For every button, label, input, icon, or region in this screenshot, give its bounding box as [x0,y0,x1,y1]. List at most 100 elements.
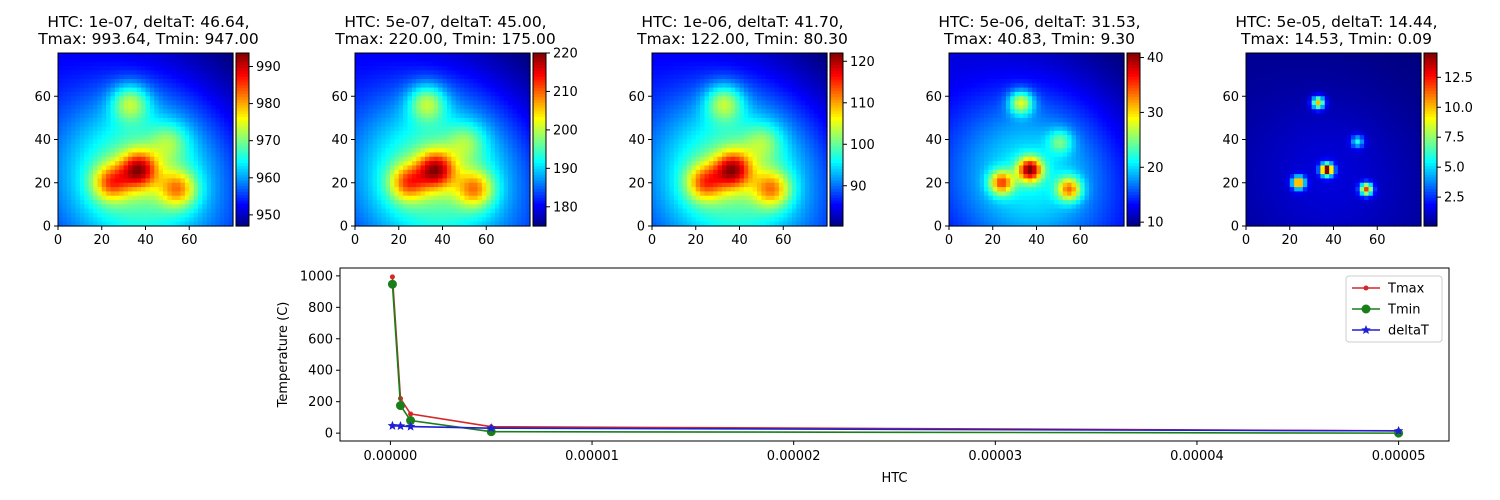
heatmap-cell [481,78,487,84]
heatmap-cell [455,178,461,184]
heatmap-cell [451,117,457,123]
heatmap-cell [726,165,732,171]
heatmap-cell [215,174,221,180]
heatmap-cell [385,156,391,162]
heatmap-cell [735,122,741,128]
heatmap-cell [58,109,63,115]
heatmap-cell [503,70,509,76]
heatmap-cell [800,139,806,145]
heatmap-cell [809,104,815,110]
heatmap-cell [228,83,234,89]
heatmap-cell [136,53,142,58]
heatmap-cell [778,113,784,119]
colorbar-segment [236,93,249,97]
heatmap-cell [687,96,692,102]
heatmap-cell [416,161,422,167]
heatmap-cell [363,191,369,197]
heatmap-cell [761,152,767,158]
heatmap-cell [368,104,374,110]
heatmap-cell [748,87,754,93]
heatmap-cell [669,161,675,167]
heatmap-cell [691,104,697,110]
heatmap-cell [673,204,679,210]
heatmap-cell [58,208,63,214]
colorbar-segment [236,162,249,167]
heatmap-cell [805,217,811,223]
heatmap-cell [809,78,815,84]
heatmap-cell [743,83,749,89]
heatmap-cell [516,122,522,128]
heatmap-cell [700,139,706,145]
heatmap-cell [735,174,741,180]
heatmap-cell [460,65,465,71]
heatmap-cell [416,57,422,63]
heatmap-cell [416,61,422,67]
heatmap-cell [58,100,63,106]
heatmap-cell [460,104,465,110]
heatmap-cell [516,208,522,214]
heatmap-cell [665,169,671,175]
heatmap-cell [490,104,496,110]
heatmap-cell [398,182,404,188]
heatmap-cell [464,74,470,80]
heatmap-cell [761,113,767,119]
heatmap-cell [425,104,430,110]
heatmap-cell [429,143,435,149]
heatmap-cell [660,74,666,80]
heatmap-cell [695,182,701,188]
heatmap-cell [97,70,103,76]
heatmap-cell [355,165,360,171]
heatmap-cell [503,100,509,106]
heatmap-cell [682,100,688,106]
heatmap-cell [503,130,509,136]
heatmap-cell [748,217,754,223]
heatmap-cell [101,122,107,128]
heatmap-cell [765,152,771,158]
heatmap-cell [717,74,723,80]
heatmap-cell [58,143,63,149]
heatmap-cell [163,61,168,67]
heatmap-cell [438,113,444,119]
heatmap-cell [700,65,706,71]
heatmap-cell [385,130,391,136]
heatmap-cell [438,174,444,180]
heatmap-cell [219,204,225,210]
heatmap-cell [215,126,221,132]
heatmap-cell [473,65,479,71]
heatmap-cell [678,152,684,158]
heatmap-cell [726,182,732,188]
heatmap-cell [442,65,448,71]
heatmap-cell [416,148,422,154]
heatmap-cell [119,91,125,97]
colorbar-segment [236,171,249,175]
heatmap-cell [477,152,483,158]
heatmap-cell [708,70,714,76]
heatmap-cell [106,53,112,58]
heatmap-cell [783,53,789,58]
heatmap-cell [451,87,457,93]
heatmap-cell [58,217,63,223]
heatmap-cell [521,78,527,84]
heatmap-cell [486,83,492,89]
heatmap-cell [695,70,701,76]
heatmap-cell [202,83,208,89]
heatmap-cell [425,208,430,214]
heatmap-cell [219,104,225,110]
heatmap-cell [403,187,409,192]
heatmap-cell [442,78,448,84]
heatmap-cell [372,191,378,197]
heatmap-cell [376,187,382,192]
heatmap-cell [355,195,360,201]
colorbar-segment [533,64,546,69]
heatmap-cell [787,126,793,132]
heatmap-cell [748,161,754,167]
heatmap-cell [101,217,107,223]
colorbar-segment [533,179,546,184]
heatmap-cell [219,187,225,192]
heatmap-cell [717,217,723,223]
heatmap-cell [708,135,714,141]
heatmap-cell [79,187,85,192]
heatmap-cell [88,139,94,145]
heatmap-cell [516,96,522,102]
heatmap-cell [700,208,706,214]
